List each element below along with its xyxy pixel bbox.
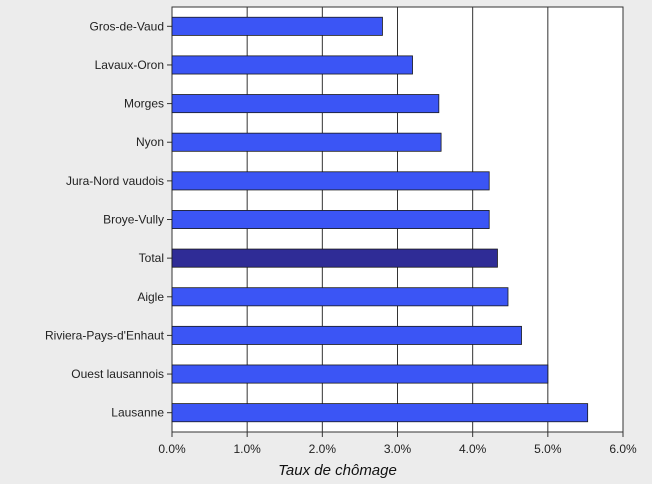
bar-lausanne — [171, 403, 589, 423]
category-label: Gros-de-Vaud — [90, 19, 164, 33]
x-tick-labels: 0.0% 1.0% 2.0% 3.0% 4.0% 5.0% 6.0% — [158, 442, 637, 456]
bar-broye-vully — [171, 210, 490, 229]
bar-ouest-lausannois — [171, 364, 549, 384]
bar-morges — [171, 94, 440, 114]
category-label: Morges — [124, 97, 164, 111]
x-tick-label: 3.0% — [384, 442, 412, 456]
x-tick-label: 6.0% — [609, 442, 637, 456]
x-tick-label: 1.0% — [233, 442, 261, 456]
category-label: Jura-Nord vaudois — [66, 174, 164, 188]
bar-riviera-pays-d-enhaut — [171, 325, 522, 345]
x-tick-label: 0.0% — [158, 442, 186, 456]
category-label: Nyon — [136, 135, 164, 149]
bar-lavaux-oron — [171, 55, 413, 75]
category-label: Total — [139, 251, 164, 265]
category-label: Lausanne — [111, 406, 164, 420]
x-axis-title: Taux de chômage — [278, 462, 397, 479]
x-tick-label: 4.0% — [459, 442, 487, 456]
category-label: Riviera-Pays-d'Enhaut — [45, 328, 165, 342]
category-labels: Gros-de-Vaud Lavaux-Oron Morges Nyon Jura-No… — [45, 19, 165, 419]
bar-nyon — [171, 132, 442, 152]
category-label: Ouest lausannois — [71, 367, 164, 381]
x-tick-label: 2.0% — [309, 442, 337, 456]
bar-total — [171, 248, 498, 268]
category-label: Aigle — [137, 290, 164, 304]
bar-jura-nord-vaudois — [171, 171, 490, 191]
category-label: Broye-Vully — [103, 213, 164, 227]
category-label: Lavaux-Oron — [95, 58, 164, 72]
bar-gros-de-vaud — [171, 16, 383, 36]
x-tick-label: 5.0% — [534, 442, 562, 456]
bar-aigle — [171, 287, 509, 307]
bars-layer — [171, 16, 589, 423]
